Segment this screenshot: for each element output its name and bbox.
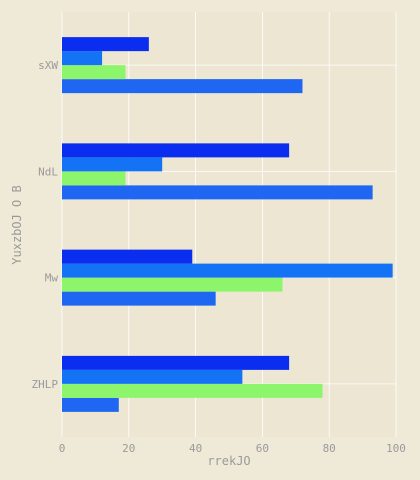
bar [62, 291, 216, 306]
bar [62, 263, 393, 278]
y-tick-label: sXW [38, 59, 58, 72]
x-tick-label: 100 [386, 442, 406, 455]
bar [62, 355, 290, 370]
bar [62, 37, 149, 52]
bars [62, 37, 393, 412]
x-tick-label: 20 [122, 442, 135, 455]
bar [62, 277, 283, 292]
bar [62, 383, 323, 398]
y-tick-label: NdL [38, 165, 58, 178]
x-tick-label: 80 [323, 442, 336, 455]
bar [62, 65, 126, 80]
bar [62, 79, 303, 94]
bar [62, 51, 103, 66]
x-tick-label: 0 [59, 442, 66, 455]
x-tick-labels: 0 20 40 60 80 100 [59, 442, 406, 455]
y-tick-label: Mw [45, 272, 59, 285]
x-axis-label: rrekJO [207, 454, 250, 468]
bar [62, 185, 373, 200]
bar [62, 397, 119, 412]
y-tick-label: ZHLP [32, 378, 59, 391]
y-tick-labels: ZHLP Mw NdL sXW [32, 59, 59, 391]
x-tick-label: 40 [189, 442, 202, 455]
bar [62, 157, 163, 172]
y-axis-label: YuxzbOJ O B [10, 185, 24, 264]
x-tick-label: 60 [256, 442, 269, 455]
bar [62, 171, 126, 186]
bar [62, 369, 243, 384]
bar [62, 249, 193, 264]
bar [62, 143, 290, 158]
